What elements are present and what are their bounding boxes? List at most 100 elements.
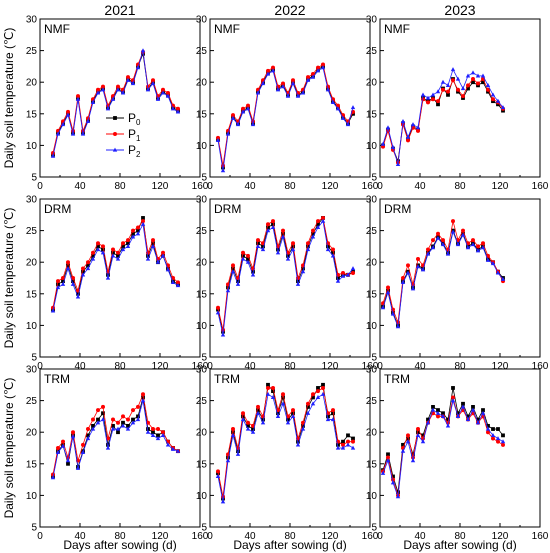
data-point — [430, 92, 436, 97]
data-point — [351, 270, 355, 275]
data-point — [350, 266, 356, 271]
data-point — [135, 65, 141, 70]
x-tick-label: 0 — [377, 531, 383, 542]
data-point — [266, 225, 270, 230]
data-point — [281, 392, 285, 397]
data-point — [240, 256, 246, 261]
data-point — [281, 81, 285, 86]
data-point — [151, 430, 155, 435]
series-p1 — [381, 77, 505, 165]
data-point — [296, 279, 300, 284]
data-point — [136, 228, 140, 233]
data-point — [335, 106, 341, 111]
x-tick-label: 160 — [362, 181, 379, 192]
data-point — [335, 278, 341, 283]
data-point — [336, 442, 340, 447]
y-tick-label: 15 — [196, 289, 208, 300]
data-point — [136, 225, 140, 230]
data-point — [436, 231, 440, 236]
data-point — [216, 305, 220, 310]
data-point — [235, 451, 241, 456]
data-point — [276, 247, 280, 252]
data-point — [261, 417, 265, 422]
panel-label: TRM — [384, 372, 410, 386]
data-point — [336, 103, 340, 108]
y-tick-label: 20 — [26, 258, 38, 269]
data-point — [271, 222, 275, 227]
data-point — [271, 219, 275, 224]
data-point — [436, 99, 440, 104]
data-point — [441, 87, 445, 92]
data-point — [481, 241, 485, 246]
y-tick-label: 10 — [366, 491, 378, 502]
data-point — [131, 231, 135, 236]
data-point — [266, 382, 270, 387]
series-p1 — [51, 49, 180, 155]
x-tick-label: 160 — [362, 531, 379, 542]
data-point — [121, 241, 125, 246]
data-point — [85, 266, 91, 271]
data-point — [140, 221, 146, 226]
data-point — [101, 404, 105, 409]
data-point — [111, 250, 115, 255]
y-tick-label: 5 — [371, 173, 377, 184]
data-point — [310, 74, 316, 79]
x-tick-label: 120 — [322, 181, 339, 192]
data-point — [156, 433, 160, 438]
y-tick-label: 30 — [26, 365, 38, 376]
data-point — [271, 389, 275, 394]
data-point — [161, 87, 165, 92]
legend-label-sub: 2 — [136, 150, 141, 159]
y-axis-label-row-3: Daily soil temperature (℃) — [2, 378, 16, 519]
data-point — [246, 253, 250, 258]
data-point — [450, 67, 456, 72]
panel-label: DRM — [384, 202, 411, 216]
data-point — [111, 417, 115, 422]
legend-marker — [112, 147, 118, 152]
data-point — [161, 430, 165, 435]
data-point — [150, 244, 156, 248]
data-point — [401, 442, 405, 447]
data-point — [495, 436, 501, 441]
data-point — [311, 395, 315, 400]
data-point — [146, 427, 150, 431]
data-point — [281, 395, 285, 400]
y-tick-label: 20 — [366, 258, 378, 269]
data-point — [390, 144, 396, 149]
data-point — [401, 276, 405, 280]
data-point — [136, 404, 140, 409]
data-point — [231, 113, 235, 118]
series-p2 — [215, 391, 356, 504]
data-point — [215, 310, 221, 315]
data-point — [466, 86, 470, 91]
data-point — [245, 259, 251, 264]
data-point — [61, 439, 65, 444]
data-point — [496, 427, 500, 431]
x-tick-label: 40 — [74, 531, 86, 542]
y-tick-label: 20 — [196, 78, 208, 89]
x-tick-label: 40 — [414, 361, 426, 372]
y-tick-label: 20 — [366, 78, 378, 89]
y-tick-label: 5 — [371, 353, 377, 364]
data-point — [490, 92, 496, 97]
data-point — [56, 446, 60, 450]
data-point — [411, 452, 415, 457]
data-point — [471, 405, 475, 409]
data-point — [135, 231, 141, 236]
data-point — [310, 234, 316, 239]
data-point — [281, 231, 285, 236]
data-point — [241, 411, 245, 416]
data-point — [291, 78, 295, 83]
y-tick-label: 20 — [196, 258, 208, 269]
data-point — [425, 251, 431, 256]
data-point — [241, 253, 245, 258]
data-point — [436, 414, 440, 419]
data-point — [280, 84, 286, 89]
y-tick-label: 25 — [26, 396, 38, 407]
data-point — [151, 427, 155, 432]
data-point — [390, 311, 396, 316]
